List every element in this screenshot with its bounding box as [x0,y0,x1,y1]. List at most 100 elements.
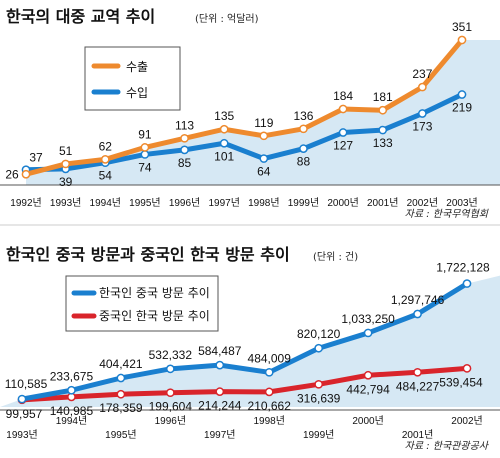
export-point [338,104,348,114]
korean-visits-value-label: 404,421 [99,357,143,371]
chinese-visits-point [264,387,274,397]
korean-visits-value-label: 1,033,250 [341,312,395,326]
chinese-visits-value-label: 199,604 [149,400,193,414]
export-value-label: 136 [293,109,313,123]
korean-visits-point [314,343,324,353]
export-point [378,105,388,115]
x-tick-label: 1998년 [253,415,284,427]
import-value-label: 133 [373,136,393,150]
x-tick-label: 2001년 [402,429,433,441]
trade-chart-unit: (단위 : 억달러) [195,12,259,25]
chinese-visits-point [462,363,472,373]
chinese-visits-point [314,379,324,389]
x-tick-label: 1993년 [6,429,37,441]
x-tick-label: 2002년 [407,197,438,209]
import-line [23,92,465,173]
trade-chart-source: 자료 : 한국무역협회 [405,208,489,220]
x-tick-label: 1999년 [288,197,319,209]
import-point [418,109,427,118]
export-point [418,82,427,92]
trade-chart-title: 한국의 대중 교역 추이 [6,7,155,26]
chinese-visits-value-label: 539,454 [439,375,483,389]
export-value-label: 113 [175,118,194,132]
export-value-label: 237 [412,67,432,81]
visits-chart-title: 한국인 중국 방문과 중국인 한국 방문 추이 [6,245,290,264]
chinese-visits-point [363,370,373,380]
korean-visits-point [215,360,225,370]
import-point [180,145,189,155]
import-value-label: 74 [138,160,152,174]
x-tick-label: 1997년 [204,429,235,441]
legend-label-korean-visits: 한국인 중국 방문 추이 [99,286,210,300]
import-point [219,138,229,148]
korean-visits-value-label: 233,675 [50,369,94,383]
x-tick-label: 2000년 [352,415,383,427]
korean-visits-point [363,328,373,338]
x-tick-label: 1993년 [50,197,81,209]
korean-visits-point [116,373,126,383]
import-point [457,90,467,99]
export-value-label: 62 [99,139,113,153]
korean-visits-value-label: 820,120 [297,327,341,341]
export-value-label: 91 [138,127,152,141]
x-tick-label: 1992년 [10,197,41,209]
import-value-label: 54 [99,169,113,183]
visits-chart-legend: 한국인 중국 방문 추이 중국인 한국 방문 추이 [65,275,219,332]
x-tick-label: 2000년 [327,197,358,209]
export-series [21,35,467,179]
export-point [100,155,110,164]
legend-label-chinese-visits: 중국인 한국 방문 추이 [99,309,210,323]
x-tick-label: 1995년 [105,429,136,441]
korean-visits-point [462,279,472,288]
x-tick-label: 2003년 [446,197,477,209]
korean-visits-series [17,279,472,404]
visits-chart: 한국인 중국 방문과 중국인 한국 방문 추이 (단위 : 건) 1993년 19… [0,245,500,452]
import-value-label: 88 [297,155,311,169]
x-tick-label: 1994년 [90,197,121,209]
export-value-label: 51 [59,144,73,158]
chinese-visits-point [165,388,175,398]
x-tick-label: 1995년 [129,197,160,209]
x-tick-label: 1997년 [208,197,239,209]
export-value-label: 181 [373,90,393,104]
export-point [299,124,308,134]
korean-visits-value-label: 1,297,746 [391,293,445,307]
export-value-label: 119 [254,116,273,130]
chinese-visits-value-label: 442,794 [346,382,390,396]
export-value-label: 26 [5,167,19,181]
chinese-visits-value-label: 178,359 [99,401,143,415]
export-point [140,143,150,152]
chinese-visits-value-label: 99,957 [6,407,43,421]
import-value-label: 64 [257,165,271,179]
import-value-label: 219 [452,101,472,115]
import-point [259,154,269,163]
import-value-label: 85 [178,156,192,170]
korean-visits-point [165,364,175,374]
chinese-visits-point [116,389,126,399]
export-point [457,35,467,45]
export-value-label: 135 [214,109,234,123]
legend-label-import: 수입 [126,86,148,100]
import-value-label: 39 [59,175,73,189]
x-tick-label: 1999년 [303,429,334,441]
import-value-label: 173 [412,120,432,134]
import-point [140,150,150,159]
export-line [23,37,465,177]
import-value-label: 127 [333,139,353,153]
x-tick-label: 1996년 [169,197,200,209]
visits-chart-unit: (단위 : 건) [313,250,358,263]
chinese-visits-value-label: 210,662 [248,399,292,413]
export-value-label: 184 [333,89,353,103]
export-point [180,133,189,143]
export-point [21,169,31,179]
trade-chart-legend: 수출 수입 [84,46,181,111]
korean-visits-point [264,367,274,377]
trade-legend-box [84,46,181,111]
export-point [219,124,229,134]
trade-chart: 한국의 대중 교역 추이 (단위 : 억달러) 1992년 1993년 1994년 1… [0,7,500,220]
chinese-visits-value-label: 140,985 [50,404,94,418]
import-point [378,125,388,135]
korean-visits-value-label: 484,009 [248,351,292,365]
korean-visits-value-label: 532,332 [149,348,193,362]
